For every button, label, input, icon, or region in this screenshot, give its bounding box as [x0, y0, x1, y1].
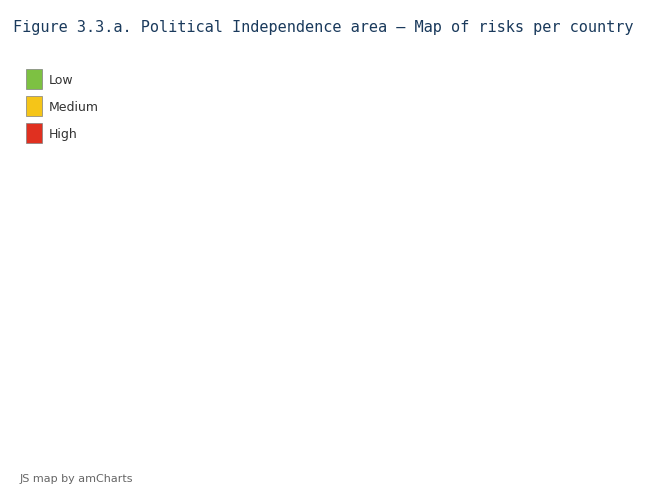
- Text: Low: Low: [49, 74, 74, 86]
- Text: Figure 3.3.a. Political Independence area – Map of risks per country: Figure 3.3.a. Political Independence are…: [13, 20, 634, 35]
- Text: High: High: [49, 128, 78, 141]
- Text: Medium: Medium: [49, 101, 99, 114]
- Text: JS map by amCharts: JS map by amCharts: [20, 474, 133, 484]
